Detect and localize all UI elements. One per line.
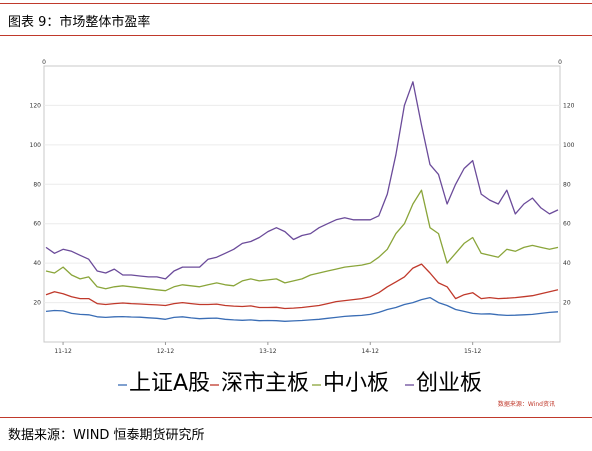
y-top-label-right: 0 [558,59,562,66]
legend-label: 深市主板 [221,371,309,396]
series-line [45,81,559,280]
y-tick-label-right: 40 [563,260,571,267]
plot-area [43,65,561,343]
y-tick-label-right: 100 [563,142,575,149]
y-tick-label-right: 80 [563,181,571,188]
series-line [45,263,559,310]
y-tick-label-right: 20 [563,300,571,307]
legend-label: 中小板 [323,371,389,396]
y-tick-label-left: 100 [30,142,42,149]
y-tick-label-left: 80 [33,181,41,188]
y-tick-label-left: 20 [33,300,41,307]
x-tick-label: 15-12 [464,348,482,355]
y-tick-label-right: 120 [563,102,575,109]
legend-label: 上证A股 [129,371,210,396]
series-line [45,296,559,322]
source-note: 数据来源：WIND 恒泰期货研究所 [8,428,205,443]
y-tick-label-left: 40 [33,260,41,267]
legend-label: 创业板 [416,371,482,396]
x-tick-label: 12-12 [157,348,175,355]
top-rule-upper [0,3,592,4]
x-tick-label: 13-12 [259,348,277,355]
y-tick-label-left: 60 [33,221,41,228]
bottom-rule [0,417,592,418]
x-axis: 11-12 12-12 13-12 14-12 15-12 [54,342,482,355]
y-axis-right: 20 40 60 80 100 120 0 [558,59,575,307]
x-tick-label: 14-12 [362,348,380,355]
x-tick-label: 11-12 [54,348,72,355]
series-line [45,189,559,292]
y-tick-label-left: 120 [30,102,42,109]
series-lines [45,81,559,322]
page-title: 图表 9：市场整体市盈率 [8,15,151,30]
y-top-label-left: 0 [42,59,46,66]
legend: 上证A股 深市主板 中小板 创业板 [118,371,482,396]
y-tick-label-right: 60 [563,221,571,228]
gridlines [44,104,560,304]
y-axis-left: 20 40 60 80 100 120 0 [30,59,47,307]
top-rule-lower [0,35,592,36]
chart-watermark: 数据来源：Wind资讯 [498,400,555,408]
